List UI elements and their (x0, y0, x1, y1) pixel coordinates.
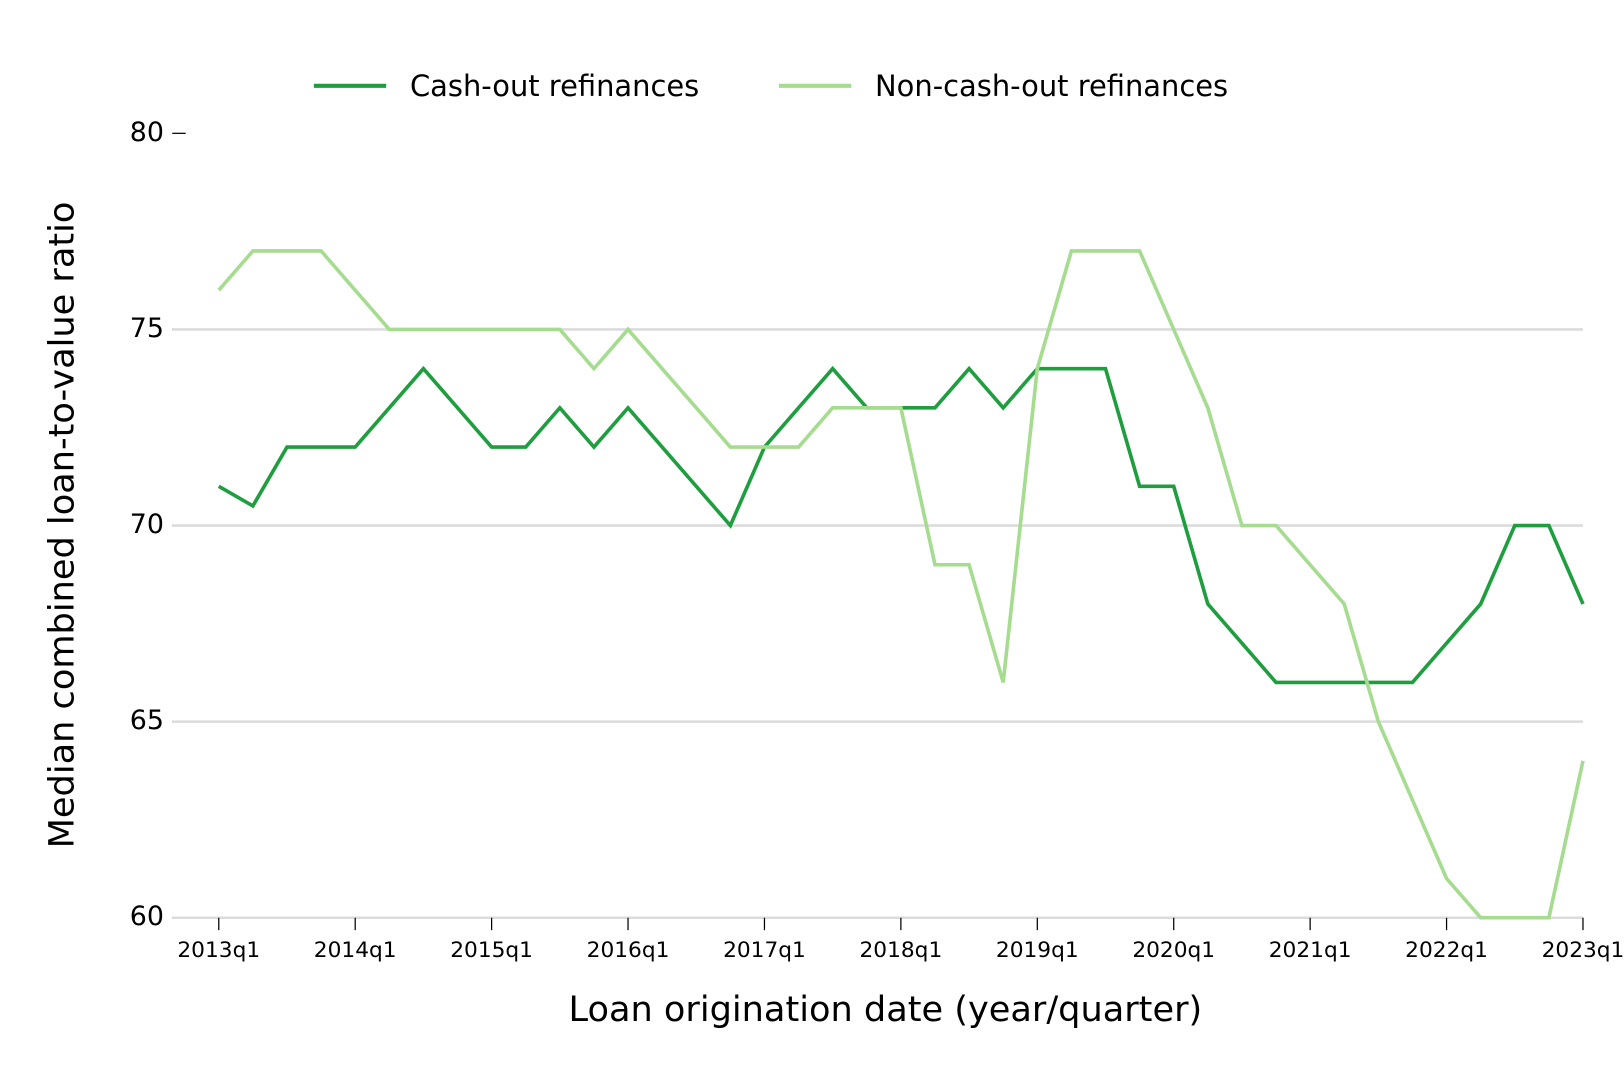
x-tick-label: 2020q1 (1132, 938, 1215, 963)
x-axis-title: Loan origination date (year/quarter) (569, 989, 1203, 1030)
y-tick-label: 65 (130, 705, 164, 736)
y-tick-label: 80 (130, 117, 164, 148)
legend-label: Non-cash-out refinances (875, 69, 1228, 103)
x-tick-label: 2022q1 (1405, 938, 1488, 963)
y-axis-title: Median combined loan-to-value ratio (42, 202, 83, 849)
x-tick-label: 2014q1 (314, 938, 397, 963)
x-tick-label: 2021q1 (1269, 938, 1352, 963)
x-tick-label: 2013q1 (177, 938, 260, 963)
y-tick-label: 70 (130, 509, 164, 540)
x-tick-label: 2023q1 (1542, 938, 1624, 963)
legend-label: Cash-out refinances (410, 69, 699, 103)
y-tick-label: 60 (130, 901, 164, 932)
x-tick-label: 2018q1 (859, 938, 942, 963)
x-tick-label: 2019q1 (996, 938, 1079, 963)
y-tick-label: 75 (130, 313, 164, 344)
x-tick-label: 2016q1 (587, 938, 670, 963)
series-line (217, 249, 1585, 920)
x-tick-label: 2015q1 (450, 938, 533, 963)
x-tick-label: 2017q1 (723, 938, 806, 963)
